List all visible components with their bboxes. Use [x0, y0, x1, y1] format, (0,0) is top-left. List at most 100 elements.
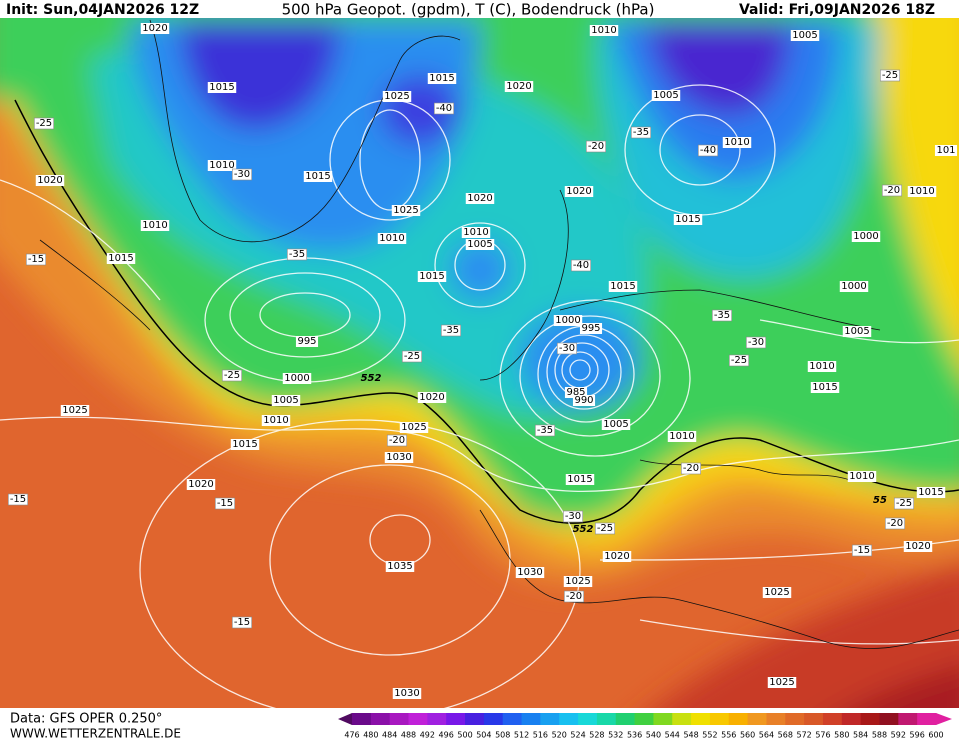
temperature-label-group: -15 — [852, 544, 872, 557]
temperature-label-group: -20 — [564, 590, 584, 603]
pressure-label: 1010 — [142, 220, 167, 231]
pressure-label-group: 1005 — [601, 419, 631, 430]
pressure-label-group: 1020 — [504, 81, 534, 92]
pressure-label-box — [608, 281, 638, 292]
temperature-label-group: -20 — [586, 140, 606, 153]
temperature-label: -20 — [389, 435, 405, 446]
temperature-label-group: -25 — [894, 497, 914, 510]
pressure-label-group: 1015 — [916, 487, 946, 498]
colorbar-label: 484 — [382, 731, 397, 740]
colorbar-label: 488 — [401, 731, 416, 740]
colorbar-label: 568 — [778, 731, 793, 740]
pressure-label: 1010 — [724, 137, 749, 148]
pressure-label: 1015 — [232, 439, 257, 450]
site: WWW.WETTERZENTRALE.DE — [10, 727, 181, 741]
pressure-label-box — [377, 233, 407, 244]
pressure-label-box — [851, 231, 881, 242]
pressure-label-box — [385, 561, 415, 572]
pressure-label-box — [572, 395, 596, 406]
pressure-label: 1015 — [812, 382, 837, 393]
pressure-label-group: 1025 — [563, 576, 593, 587]
colorbar-swatch — [822, 713, 843, 725]
colorbar-swatch — [766, 713, 786, 725]
colorbar-swatch — [879, 713, 899, 725]
pressure-label-box — [391, 205, 421, 216]
pressure-label-box — [140, 220, 170, 231]
pressure-label: 1005 — [792, 30, 817, 41]
pressure-label: 1030 — [517, 567, 542, 578]
pressure-label-box — [847, 471, 877, 482]
colorbar-label: 480 — [363, 731, 378, 740]
pressure-label-box — [271, 395, 301, 406]
temperature-label-group: -30 — [232, 168, 252, 181]
init-time: Init: Sun,04JAN2026 12Z — [6, 2, 199, 18]
colorbar-label: 580 — [834, 731, 849, 740]
pressure-label-group: 1010 — [667, 431, 697, 442]
temperature-label: -15 — [217, 498, 233, 509]
pressure-label-group: 1020 — [602, 551, 632, 562]
pressure-label: 1025 — [384, 91, 409, 102]
pressure-label-box — [564, 186, 594, 197]
pressure-label-box — [186, 479, 216, 490]
colorbar-swatch — [841, 713, 862, 725]
pressure-label-group: 1005 — [842, 326, 872, 337]
temperature-label: -15 — [28, 254, 44, 265]
temperature-label-group: -25 — [729, 354, 749, 367]
pressure-label: 1025 — [769, 677, 794, 688]
temperature-label: -30 — [565, 511, 581, 522]
colorbar-swatch — [596, 713, 617, 725]
map-labels: 1020 1010 1005 1015 1015 1020 1025 1005 1010 1010… — [8, 23, 958, 699]
pressure-label-group: 1025 — [762, 587, 792, 598]
pressure-label: 1005 — [653, 90, 678, 101]
pressure-label-box — [427, 73, 457, 84]
temperature-label-box — [880, 69, 900, 82]
pressure-label-group: 1020 — [564, 186, 594, 197]
temperature-label-group: -25 — [402, 350, 422, 363]
pressure-label: 1020 — [566, 186, 591, 197]
geopotential-552-line — [14, 99, 959, 524]
temperature-label: -20 — [683, 463, 699, 474]
pressure-label: 1000 — [555, 315, 580, 326]
colorbar: 476 480 484 488 492 496 500 504 508 512 516 520 524 5… — [338, 713, 952, 740]
pressure-label-box — [565, 474, 595, 485]
colorbar-label: 508 — [495, 731, 510, 740]
temperature-label-group: -35 — [287, 248, 307, 261]
colorbar-swatch — [785, 713, 805, 725]
temperature-label: -30 — [559, 343, 575, 354]
pressure-label-group: 1015 — [417, 271, 447, 282]
pressure-label-group: 1025 — [399, 422, 429, 433]
pressure-label: 1010 — [809, 361, 834, 372]
pressure-label: 1010 — [263, 415, 288, 426]
pressure-label-group: 101 — [934, 145, 958, 156]
pressure-label: 1020 — [506, 81, 531, 92]
pressure-label: 1005 — [273, 395, 298, 406]
pressure-label: 1010 — [209, 160, 234, 171]
temperature-label: -30 — [748, 337, 764, 348]
pressure-label: 985 — [566, 387, 585, 398]
colorbar-label: 592 — [891, 731, 906, 740]
temperature-label-box — [402, 350, 422, 363]
pressure-label: 1025 — [764, 587, 789, 598]
temperature-label-box — [698, 144, 718, 157]
pressure-label-group: 1020 — [465, 193, 495, 204]
pressure-label-box — [903, 541, 933, 552]
pressure-label: 1025 — [393, 205, 418, 216]
pressure-label-group: 990 — [572, 395, 596, 406]
pressure-label-box — [465, 239, 495, 250]
pressure-label-group: 1005 — [465, 239, 495, 250]
pressure-label: 1010 — [849, 471, 874, 482]
temperature-label: -40 — [700, 145, 716, 156]
pressure-label-group: 1015 — [427, 73, 457, 84]
temperature-label-group: -15 — [232, 616, 252, 629]
temperature-label-box — [8, 493, 28, 506]
colorbar-label: 516 — [533, 731, 548, 740]
colorbar-swatch — [578, 713, 598, 725]
pressure-label-group: 1020 — [903, 541, 933, 552]
pressure-label: 990 — [574, 395, 593, 406]
pressure-label-group: 1005 — [651, 90, 681, 101]
temperature-label: -20 — [566, 591, 582, 602]
temperature-label-group: -20 — [882, 184, 902, 197]
colorbar-label: 476 — [344, 731, 359, 740]
pressure-label: 1020 — [37, 175, 62, 186]
